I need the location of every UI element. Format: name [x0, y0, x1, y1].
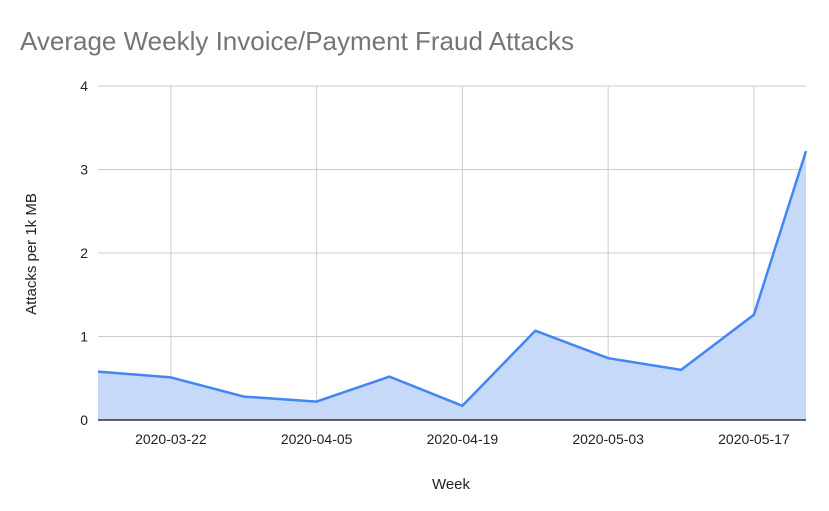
- area-fill: [98, 151, 806, 420]
- y-tick-label: 4: [80, 78, 88, 94]
- chart-title: Average Weekly Invoice/Payment Fraud Att…: [20, 26, 574, 56]
- grid: [98, 85, 806, 420]
- y-tick-label: 1: [80, 329, 88, 345]
- x-axis-title: Week: [432, 476, 471, 493]
- y-tick-labels: 0 1 2 3 4: [80, 78, 88, 428]
- y-tick-label: 3: [80, 162, 88, 178]
- y-tick-label: 2: [80, 245, 88, 261]
- series-line: [97, 150, 808, 408]
- y-axis-title: Attacks per 1k MB: [23, 193, 40, 315]
- x-tick-label: 2020-04-05: [281, 431, 353, 447]
- x-tick-label: 2020-03-22: [135, 431, 207, 447]
- y-tick-label: 0: [80, 412, 88, 428]
- x-tick-labels: 2020-03-22 2020-04-05 2020-04-19 2020-05-03…: [135, 431, 790, 447]
- x-tick-label: 2020-05-17: [718, 431, 790, 447]
- x-tick-label: 2020-04-19: [427, 431, 499, 447]
- x-tick-label: 2020-05-03: [572, 431, 644, 447]
